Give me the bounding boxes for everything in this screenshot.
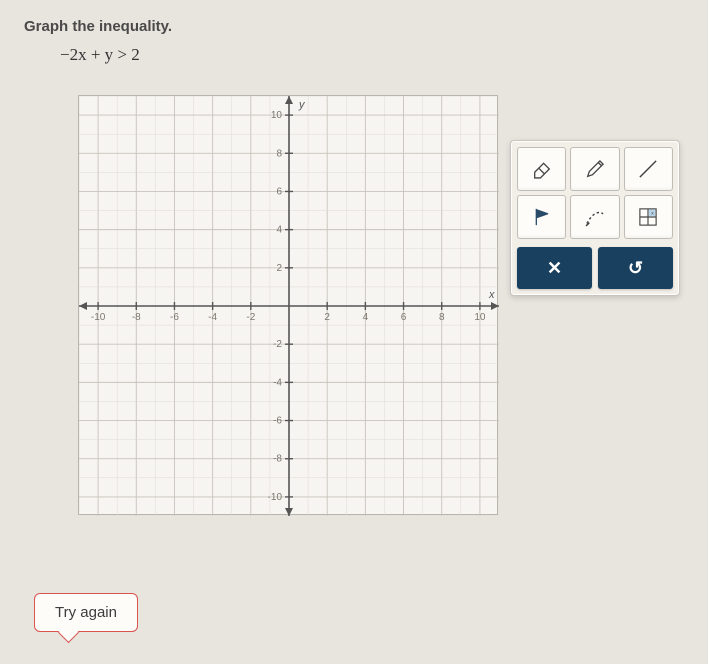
eraser-icon: [529, 156, 555, 182]
dashed-icon: [582, 204, 608, 230]
line-icon: [635, 156, 661, 182]
svg-text:8: 8: [439, 312, 445, 323]
close-icon: ✕: [547, 258, 562, 279]
clear-button[interactable]: ✕: [517, 247, 592, 289]
undo-button[interactable]: ↺: [598, 247, 673, 289]
flag-tool[interactable]: [517, 195, 566, 239]
svg-text:6: 6: [401, 312, 407, 323]
svg-text:-4: -4: [208, 312, 217, 323]
feedback-bubble: Try again: [34, 593, 138, 632]
feedback-label: Try again: [55, 604, 117, 621]
coordinate-graph[interactable]: -10 -8 -6 -4 -2 2 4 6 8 10 10 8 6 4 2 -2 -4 -6 -8 -10 y x: [78, 95, 498, 515]
expression-text: −2x + y > 2: [60, 45, 684, 65]
svg-text:-10: -10: [91, 312, 106, 323]
svg-text:y: y: [298, 99, 306, 111]
pencil-icon: [582, 156, 608, 182]
svg-text:4: 4: [363, 312, 369, 323]
shade-icon: x: [635, 204, 661, 230]
flag-icon: [529, 204, 555, 230]
tool-palette: x ✕ ↺: [510, 140, 680, 296]
svg-text:x: x: [488, 289, 495, 301]
instruction-text: Graph the inequality.: [24, 18, 684, 35]
svg-text:-8: -8: [273, 454, 282, 465]
shade-tool[interactable]: x: [624, 195, 673, 239]
svg-text:4: 4: [276, 225, 282, 236]
grid-svg: -10 -8 -6 -4 -2 2 4 6 8 10 10 8 6 4 2 -2 -4 -6 -8 -10 y x: [79, 96, 499, 516]
svg-text:10: 10: [474, 312, 486, 323]
svg-text:2: 2: [276, 263, 282, 274]
svg-text:-10: -10: [268, 492, 283, 503]
svg-text:10: 10: [271, 110, 283, 121]
svg-text:2: 2: [324, 312, 330, 323]
svg-text:6: 6: [276, 186, 282, 197]
svg-text:-6: -6: [170, 312, 179, 323]
line-tool[interactable]: [624, 147, 673, 191]
pencil-tool[interactable]: [570, 147, 619, 191]
svg-text:-4: -4: [273, 377, 282, 388]
eraser-tool[interactable]: [517, 147, 566, 191]
svg-text:-6: -6: [273, 416, 282, 427]
svg-text:8: 8: [276, 148, 282, 159]
svg-text:-8: -8: [132, 312, 141, 323]
undo-icon: ↺: [628, 258, 643, 279]
dashed-line-tool[interactable]: [570, 195, 619, 239]
svg-text:-2: -2: [273, 339, 282, 350]
svg-text:-2: -2: [246, 312, 255, 323]
